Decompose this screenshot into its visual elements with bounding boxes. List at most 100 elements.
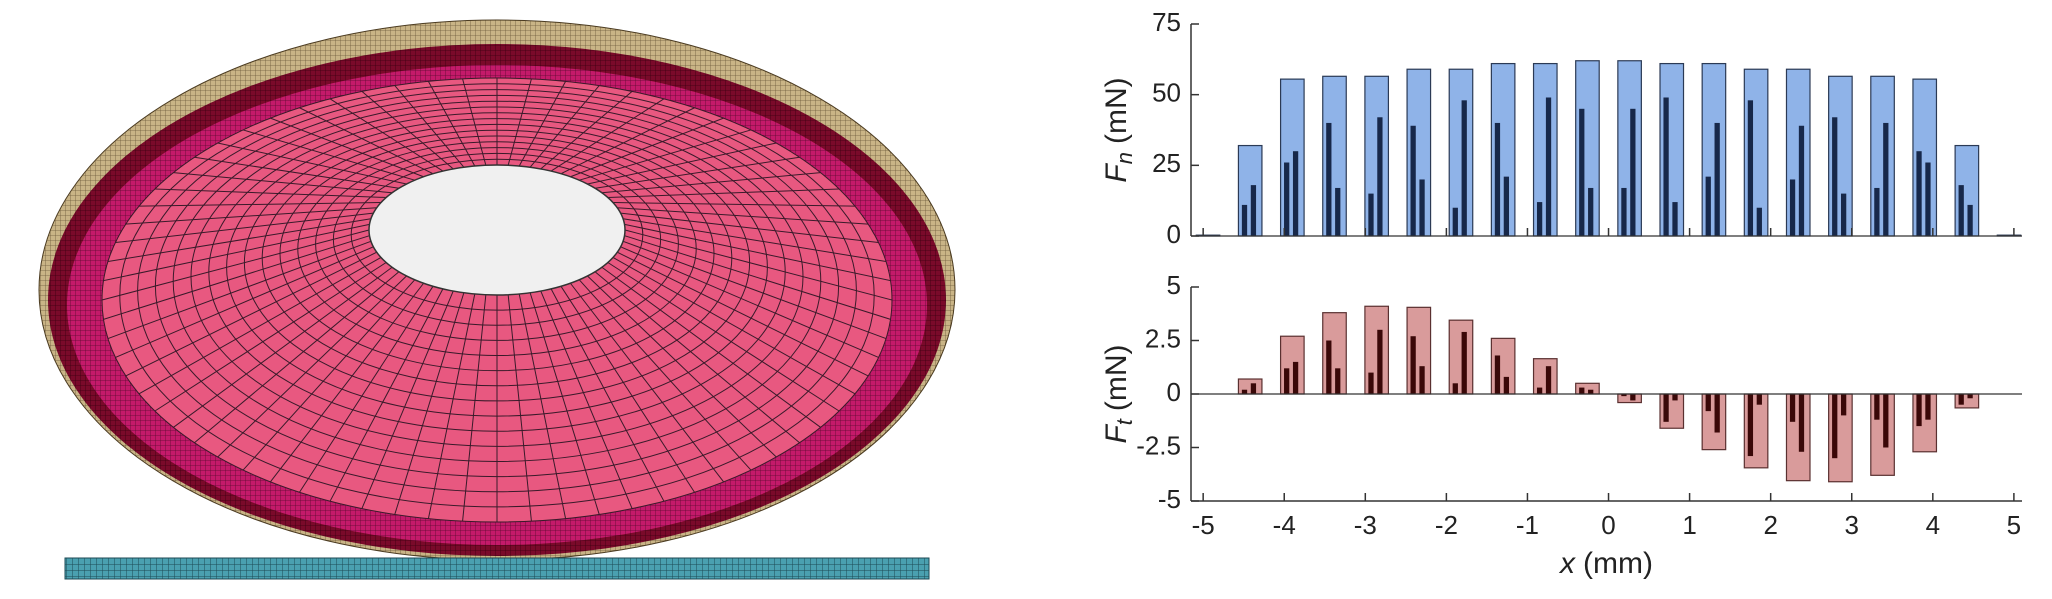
component-bar bbox=[1410, 125, 1416, 236]
mesh-spoke bbox=[299, 286, 434, 493]
component-bar bbox=[1545, 97, 1552, 236]
mesh-spoke bbox=[394, 85, 465, 168]
mesh-spoke bbox=[518, 293, 567, 519]
component-bar bbox=[1536, 202, 1543, 236]
component-bar bbox=[1452, 383, 1458, 394]
component-bar bbox=[1714, 394, 1720, 433]
component-bar bbox=[1925, 394, 1931, 420]
mesh-spoke bbox=[139, 202, 382, 207]
mesh-spoke bbox=[570, 117, 724, 178]
component-bar bbox=[1368, 193, 1374, 236]
component-bar bbox=[1452, 207, 1458, 236]
y-label-unit: (mN) bbox=[1100, 344, 1133, 411]
x-tick-label: 0 bbox=[1601, 510, 1615, 540]
component-bar bbox=[1798, 125, 1805, 236]
mesh-spoke bbox=[587, 142, 777, 185]
component-bar bbox=[1747, 100, 1754, 236]
bar bbox=[1448, 319, 1474, 395]
component-bar bbox=[1284, 368, 1290, 394]
component-bar bbox=[1410, 336, 1416, 394]
mesh-spoke bbox=[154, 262, 387, 412]
mesh-lines bbox=[101, 78, 893, 522]
component-bar bbox=[1916, 394, 1922, 427]
x-tick-label: -5 bbox=[1192, 510, 1215, 540]
x-tick-label: -3 bbox=[1354, 510, 1377, 540]
component-bar bbox=[1756, 394, 1762, 405]
y-tick-label: 50 bbox=[1152, 78, 1181, 108]
y-label-symbol: F bbox=[1100, 163, 1133, 183]
component-bar bbox=[1368, 372, 1374, 394]
mesh-spoke bbox=[594, 156, 800, 189]
y-tick-label: 5 bbox=[1167, 270, 1181, 300]
mesh-spoke bbox=[361, 91, 454, 170]
y-label-subscript: t bbox=[1112, 418, 1137, 425]
y-tick-label: 0 bbox=[1167, 377, 1181, 407]
component-bar bbox=[1241, 204, 1248, 236]
component-bar bbox=[1377, 329, 1383, 394]
component-bar bbox=[1672, 202, 1678, 236]
mesh-spoke bbox=[587, 275, 777, 458]
component-bar bbox=[1832, 394, 1838, 459]
component-bar bbox=[1579, 108, 1585, 236]
x-label-symbol: x bbox=[1558, 547, 1576, 580]
component-bar bbox=[1292, 361, 1299, 394]
mesh-spoke bbox=[394, 292, 465, 515]
component-bar bbox=[1494, 355, 1501, 394]
mesh-spoke bbox=[594, 271, 800, 444]
component-bar bbox=[1841, 394, 1847, 416]
mesh-spoke bbox=[427, 81, 476, 167]
y-tick-label: 75 bbox=[1152, 7, 1181, 37]
component-bar bbox=[1663, 97, 1669, 236]
component-bar bbox=[1883, 122, 1889, 236]
mesh-spoke bbox=[173, 172, 393, 194]
y-label-unit: (mN) bbox=[1100, 77, 1133, 144]
y-axis-label: Fn (mN) bbox=[1100, 77, 1137, 182]
mesh-spoke bbox=[624, 235, 891, 320]
y-tick-label: 2.5 bbox=[1145, 323, 1181, 353]
component-bar bbox=[1756, 207, 1762, 236]
component-bar bbox=[1663, 394, 1669, 422]
y-label-subscript: n bbox=[1112, 152, 1137, 164]
x-label-unit: (mm) bbox=[1583, 547, 1653, 580]
x-tick-label: -1 bbox=[1516, 510, 1539, 540]
y-axis-label: Ft (mN) bbox=[1100, 344, 1137, 443]
component-bar bbox=[1250, 185, 1257, 236]
component-bar bbox=[1326, 340, 1332, 394]
hole bbox=[368, 164, 626, 296]
y-label-symbol: F bbox=[1100, 424, 1133, 444]
mesh-spoke bbox=[601, 172, 821, 194]
x-tick-label: 1 bbox=[1682, 510, 1696, 540]
mesh-spoke bbox=[620, 212, 879, 244]
component-bar bbox=[1461, 331, 1467, 394]
mesh-spoke bbox=[570, 282, 724, 483]
mesh-spoke bbox=[101, 229, 370, 301]
component-bar bbox=[1250, 383, 1257, 394]
mesh-spoke bbox=[217, 275, 407, 458]
component-bar bbox=[1377, 117, 1383, 236]
mesh-spoke bbox=[612, 202, 855, 207]
mesh-spoke bbox=[462, 78, 487, 166]
x-tick-label: 4 bbox=[1926, 510, 1940, 540]
mesh-spoke bbox=[507, 78, 532, 166]
mesh-spoke bbox=[550, 98, 665, 172]
mesh-spoke bbox=[518, 81, 567, 167]
component-bar bbox=[1841, 193, 1847, 236]
mesh-spoke bbox=[270, 282, 424, 483]
x-tick-label: 3 bbox=[1845, 510, 1859, 540]
component-bar bbox=[1284, 162, 1290, 236]
mesh-spoke bbox=[299, 107, 434, 175]
component-bar bbox=[1789, 394, 1796, 422]
mesh-spoke bbox=[624, 223, 891, 282]
x-tick-label: 5 bbox=[2007, 510, 2021, 540]
component-bar bbox=[1832, 117, 1838, 236]
mesh-spoke bbox=[550, 288, 665, 502]
mesh-spoke bbox=[242, 129, 415, 181]
component-bar bbox=[1335, 187, 1341, 236]
mesh-spoke bbox=[560, 286, 695, 493]
component-bar bbox=[1630, 394, 1636, 401]
component-bar bbox=[1419, 179, 1425, 236]
plate bbox=[64, 557, 930, 580]
component-bar bbox=[1874, 187, 1880, 236]
component-bar bbox=[1588, 187, 1594, 236]
